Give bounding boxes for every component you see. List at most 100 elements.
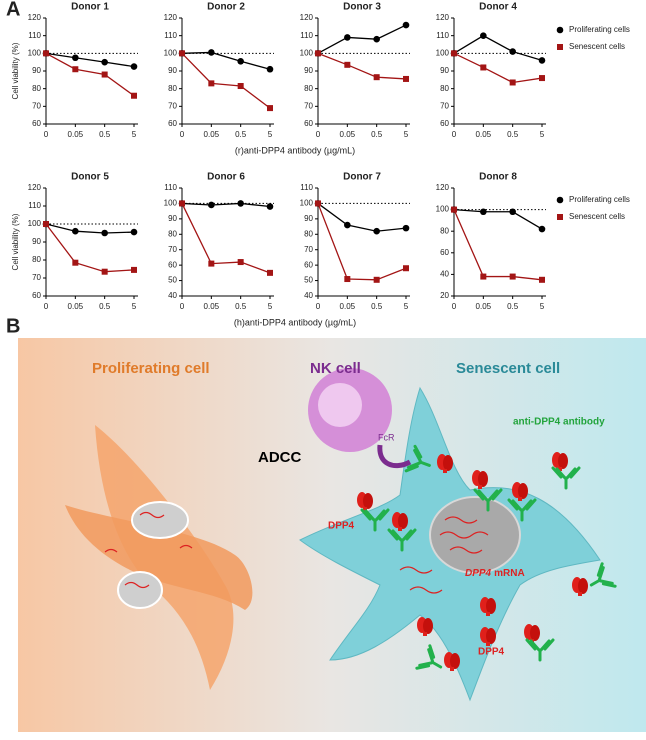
y-tick-label: 110	[164, 31, 177, 40]
series-line	[45, 223, 135, 273]
x-tick-label: 0.5	[371, 302, 383, 311]
y-tick-label: 60	[32, 119, 41, 128]
point	[539, 75, 545, 82]
x-tick-label: 0.05	[68, 130, 84, 139]
y-tick-label: 80	[440, 226, 449, 235]
y-tick-label: 50	[304, 276, 313, 285]
y-tick-label: 90	[168, 66, 177, 75]
point	[402, 224, 410, 232]
y-tick-label: 110	[300, 31, 313, 40]
point	[208, 80, 215, 87]
chart-title: Donor 3	[343, 2, 381, 13]
point	[315, 200, 321, 207]
chart-title: Donor 2	[207, 2, 245, 13]
x-tick-label: 0	[452, 130, 457, 139]
point	[72, 227, 79, 235]
y-tick-label: 80	[304, 84, 313, 93]
point	[557, 214, 563, 220]
y-tick-label: 80	[168, 84, 177, 93]
y-tick-label: 70	[440, 101, 449, 110]
series-line	[317, 202, 407, 232]
point	[556, 196, 564, 204]
nk-nucleus	[318, 383, 362, 427]
point	[43, 221, 49, 227]
point	[130, 228, 138, 236]
x-tick-label: 0	[316, 302, 321, 311]
point	[538, 225, 546, 233]
point	[237, 83, 244, 90]
point	[208, 49, 215, 56]
chart-title: Donor 4	[479, 2, 517, 13]
series-line	[453, 34, 543, 62]
y-tick-label: 60	[304, 119, 313, 128]
proliferating-cell-shape	[65, 505, 253, 610]
x-tick-label: 0.5	[235, 302, 247, 311]
x-tick-label: 0	[180, 302, 185, 311]
point	[315, 50, 321, 57]
x-tick-label: 5	[540, 130, 545, 139]
point	[539, 276, 545, 283]
point	[208, 260, 215, 267]
point	[402, 21, 410, 29]
y-tick-label: 90	[304, 214, 313, 223]
legend-label: Proliferating cells	[569, 195, 630, 204]
panel-label: A	[6, 0, 20, 20]
x-axis-label: (r)anti-DPP4 antibody (µg/mL)	[235, 145, 355, 155]
point	[480, 64, 487, 71]
x-tick-label: 0.5	[99, 130, 111, 139]
nucleus	[131, 501, 189, 539]
series-line	[317, 24, 407, 54]
point	[509, 79, 516, 86]
series-line	[317, 203, 407, 281]
x-tick-label: 5	[132, 130, 137, 139]
point	[208, 201, 215, 209]
y-tick-label: 120	[300, 13, 314, 22]
mrna-word: mRNA	[494, 568, 525, 579]
x-tick-label: 5	[268, 130, 273, 139]
series-line	[453, 209, 543, 281]
point	[557, 44, 563, 50]
x-tick-label: 5	[404, 302, 409, 311]
chart-title: Donor 1	[71, 2, 109, 13]
point	[266, 65, 274, 73]
gene-name: DPP4	[465, 568, 492, 579]
y-tick-label: 60	[32, 291, 41, 300]
y-tick-label: 80	[304, 229, 313, 238]
label-antibody: anti-DPP4 antibody	[513, 417, 605, 428]
point	[509, 273, 516, 280]
fcr-shape	[377, 444, 412, 469]
y-axis-label: Cell viability (%)	[11, 213, 20, 270]
chart-title: Donor 5	[71, 172, 109, 183]
y-tick-label: 100	[300, 199, 314, 208]
label-senescent: Senescent cell	[456, 360, 560, 377]
point	[344, 61, 351, 68]
y-tick-label: 90	[440, 66, 449, 75]
y-tick-label: 120	[436, 183, 450, 192]
point	[267, 105, 273, 112]
point	[131, 92, 137, 99]
y-tick-label: 20	[440, 291, 449, 300]
point	[451, 206, 457, 213]
mrna-strands	[104, 511, 489, 594]
x-tick-label: 5	[540, 302, 545, 311]
x-tick-label: 5	[404, 130, 409, 139]
point	[373, 74, 380, 81]
point	[179, 50, 185, 57]
point	[72, 259, 79, 266]
y-tick-label: 120	[436, 13, 450, 22]
y-tick-label: 110	[28, 201, 41, 210]
x-tick-label: 0	[452, 302, 457, 311]
point	[237, 57, 244, 65]
legend-label: Proliferating cells	[569, 25, 630, 34]
legend-label: Senescent cells	[569, 42, 625, 51]
x-tick-label: 0.05	[340, 130, 356, 139]
y-tick-label: 70	[32, 273, 41, 282]
y-tick-label: 70	[304, 245, 313, 254]
y-tick-label: 100	[300, 48, 314, 57]
y-tick-label: 70	[304, 101, 313, 110]
y-tick-label: 110	[436, 31, 449, 40]
point	[403, 75, 409, 82]
point	[344, 221, 351, 229]
point	[101, 58, 108, 66]
